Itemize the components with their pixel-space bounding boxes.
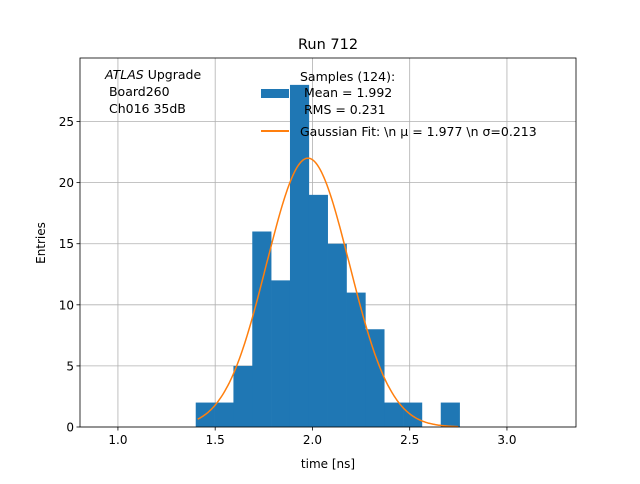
histogram-bar xyxy=(403,402,423,427)
x-axis-label: time [ns] xyxy=(301,457,355,471)
legend-samples-line3: RMS = 0.231 xyxy=(300,102,386,117)
svg-text:ATLAS Upgrade: ATLAS Upgrade xyxy=(104,67,201,82)
annotation-upgrade: Upgrade xyxy=(144,67,202,82)
chart-title: Run 712 xyxy=(298,37,358,53)
histogram-bar xyxy=(214,402,234,427)
legend-samples-line2: Mean = 1.992 xyxy=(300,85,392,100)
y-axis-label: Entries xyxy=(34,222,48,264)
annotation-atlas: ATLAS xyxy=(104,67,144,82)
y-tick-label: 20 xyxy=(59,176,74,190)
annotation-board: Board260 xyxy=(105,84,170,99)
histogram-bar xyxy=(440,402,460,427)
x-tick-label: 2.0 xyxy=(303,433,322,447)
histogram-bar xyxy=(233,365,253,427)
annotation: ATLAS Upgrade Board260 Ch016 35dB xyxy=(104,67,201,116)
histogram-bar xyxy=(327,243,347,427)
histogram-bar xyxy=(308,194,328,427)
x-tick-label: 1.5 xyxy=(206,433,225,447)
y-tick-label: 25 xyxy=(59,115,74,129)
histogram-bar xyxy=(346,292,366,427)
y-tick-label: 10 xyxy=(59,298,74,312)
x-tick-label: 2.5 xyxy=(400,433,419,447)
histogram-bar xyxy=(384,402,404,427)
plot-frame xyxy=(79,57,577,428)
legend: Samples (124): Mean = 1.992 RMS = 0.231 … xyxy=(261,69,537,139)
legend-fit-label: Gaussian Fit: \n μ = 1.977 \n σ=0.213 xyxy=(300,124,537,139)
y-tick-label: 0 xyxy=(66,421,74,435)
histogram-bar xyxy=(365,329,385,427)
axis-ticks: 1.0 1.5 2.0 2.5 3.0 0 5 10 15 20 25 xyxy=(59,115,517,447)
legend-samples-line1: Samples (124): xyxy=(300,69,395,84)
x-tick-label: 3.0 xyxy=(497,433,516,447)
legend-swatch-samples xyxy=(261,89,289,98)
x-tick-label: 1.0 xyxy=(108,433,127,447)
histogram-bar xyxy=(252,231,272,427)
annotation-channel: Ch016 35dB xyxy=(105,101,186,116)
y-tick-label: 5 xyxy=(66,359,74,373)
gaussian-fit-line xyxy=(197,157,459,428)
y-tick-label: 15 xyxy=(59,237,74,251)
histogram-bar xyxy=(271,280,291,427)
